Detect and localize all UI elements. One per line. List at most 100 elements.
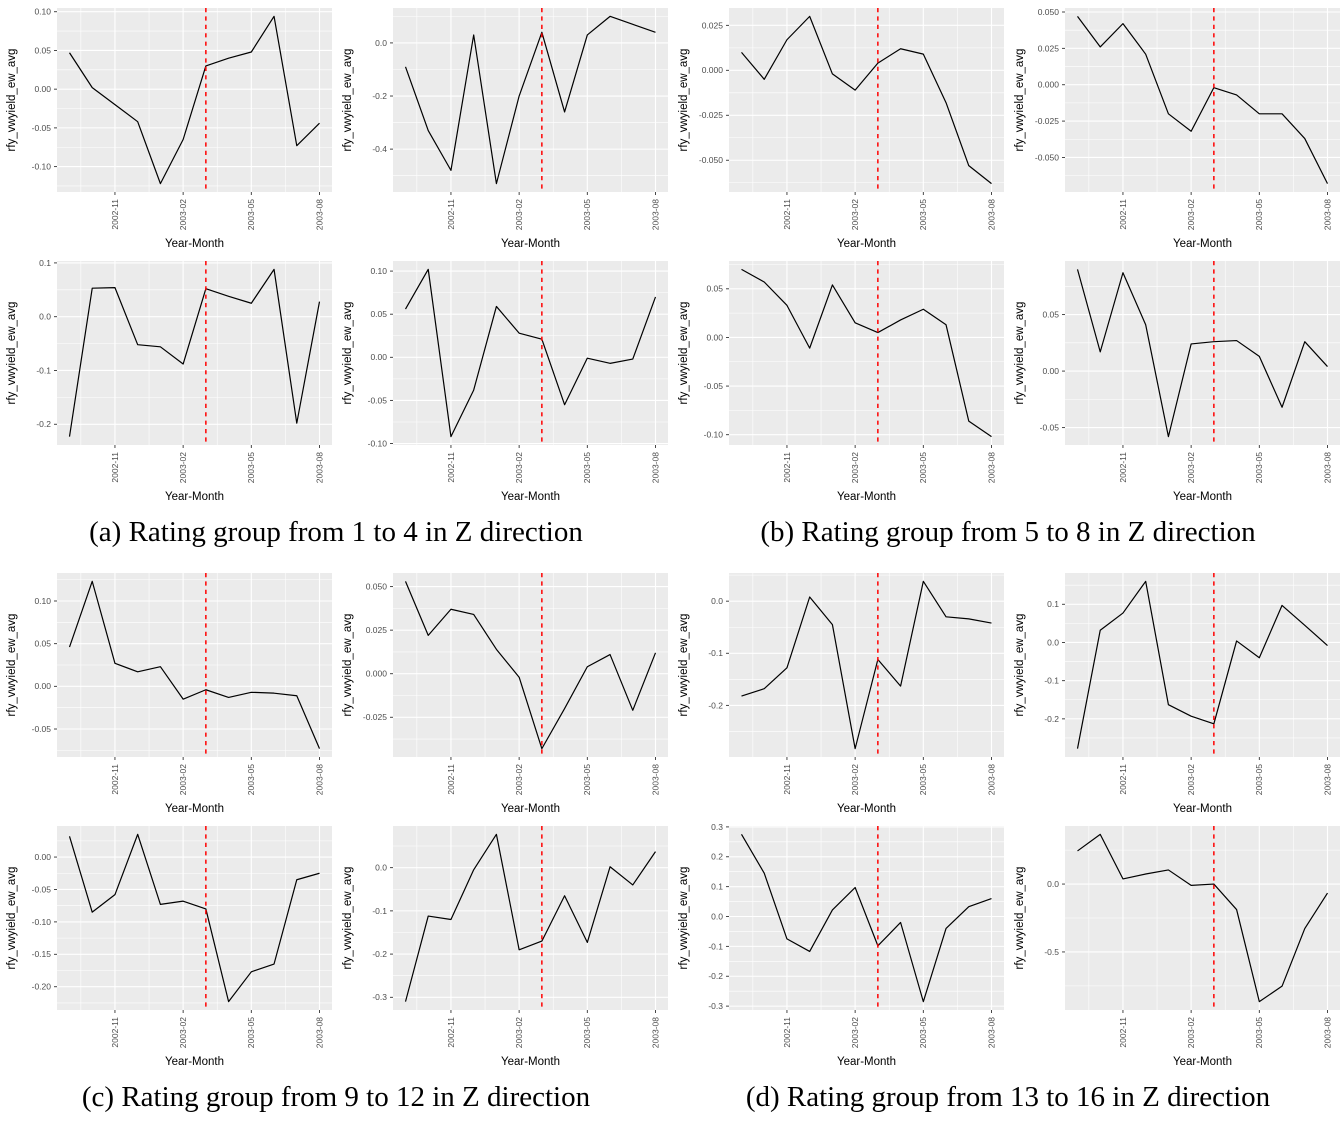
data-line	[1077, 16, 1329, 184]
x-axis-title: Year-Month	[501, 491, 560, 503]
y-tick-label: -0.1	[372, 906, 387, 916]
y-tick-label: -0.10	[32, 162, 52, 172]
y-tick-label: -0.15	[32, 949, 52, 959]
x-tick-label: 2003-05	[246, 199, 256, 230]
y-tick-label: -0.05	[32, 724, 52, 734]
x-tick-label: 2003-02	[1186, 199, 1196, 230]
y-tick-label: -0.1	[36, 365, 51, 375]
x-tick-label: 2003-08	[1322, 1017, 1332, 1048]
y-axis-title: rfy_vwyield_ew_avg	[6, 614, 18, 717]
y-tick-label: -0.05	[704, 381, 724, 391]
x-tick-label: 2003-02	[850, 199, 860, 230]
x-tick-label: 2003-02	[850, 452, 860, 483]
x-tick-label: 2002-11	[110, 199, 120, 230]
plot-area	[729, 261, 1004, 445]
caption-c: (c) Rating group from 9 to 12 in Z direc…	[81, 1081, 591, 1113]
data-line	[404, 15, 656, 185]
data-line	[1076, 580, 1328, 749]
data-line	[741, 15, 992, 185]
y-tick-label: -0.2	[708, 971, 723, 981]
panel-b: 0.025 0.000 -0.025 -0.050 2002-11 2003-02 2003…	[672, 0, 1344, 565]
x-tick-label: 2003-05	[582, 452, 592, 483]
x-tick-label: 2003-08	[986, 764, 996, 795]
x-axis-title: Year-Month	[165, 803, 224, 815]
x-tick-label: 2002-11	[1118, 1017, 1128, 1048]
x-tick-label: 2002-11	[446, 452, 456, 483]
y-tick-label: -0.3	[372, 992, 387, 1002]
x-axis-title: Year-Month	[1173, 238, 1232, 250]
x-tick-label: 2003-05	[246, 1017, 256, 1048]
y-tick-label: -0.1	[708, 941, 723, 951]
y-tick-label: -0.05	[1040, 422, 1060, 432]
y-tick-label: -0.1	[708, 648, 723, 658]
x-axis-title: Year-Month	[837, 803, 896, 815]
x-tick-label: 2003-08	[650, 199, 660, 230]
x-tick-label: 2003-08	[1322, 764, 1332, 795]
x-axis-title: Year-Month	[501, 1056, 560, 1068]
x-tick-label: 2003-02	[514, 199, 524, 230]
y-tick-label: 0.00	[1042, 366, 1059, 376]
x-axis-title: Year-Month	[501, 803, 560, 815]
x-tick-label: 2003-05	[1254, 1017, 1264, 1048]
plot-area	[393, 8, 668, 192]
y-tick-label: -0.05	[32, 123, 52, 133]
y-tick-label: -0.025	[363, 712, 387, 722]
figure-row-bottom: 0.10 0.05 0.00 -0.05 2002-11 2003-02 2003-05 20…	[0, 565, 1344, 1130]
x-tick-label: 2002-11	[446, 1017, 456, 1048]
y-tick-label: 0.0	[711, 911, 723, 921]
y-tick-label: 0.00	[370, 352, 387, 362]
x-tick-label: 2003-08	[314, 199, 324, 230]
data-line	[740, 834, 992, 1003]
y-axis-title: rfy_vwyield_ew_avg	[342, 614, 354, 717]
data-line	[1076, 269, 1328, 438]
y-tick-label: 0.05	[706, 284, 723, 294]
x-tick-label: 2002-11	[1118, 199, 1128, 230]
chart-rating-9: 0.10 0.05 0.00 -0.05 2002-11 2003-02 2003-05 20…	[6, 573, 332, 815]
caption-a: (a) Rating group from 1 to 4 in Z direct…	[89, 516, 583, 548]
y-tick-label: -0.10	[32, 917, 52, 927]
y-tick-label: 0.1	[711, 882, 723, 892]
data-line	[68, 15, 320, 185]
x-tick-label: 2003-05	[918, 452, 928, 483]
chart-rating-14: 0.1 0.0 -0.1 -0.2 2002-11 2003-02 2003-05 2003-…	[1014, 573, 1340, 815]
y-tick-label: 0.05	[34, 639, 51, 649]
x-axis-title: Year-Month	[837, 1056, 896, 1068]
x-tick-label: 2003-08	[314, 764, 324, 795]
y-tick-label: 0.025	[366, 625, 388, 635]
x-tick-label: 2003-08	[986, 1017, 996, 1048]
x-tick-label: 2002-11	[782, 199, 792, 230]
y-tick-label: 0.1	[1047, 599, 1059, 609]
plot-area	[729, 8, 1004, 192]
x-tick-label: 2002-11	[1118, 764, 1128, 795]
y-tick-label: -0.10	[704, 430, 724, 440]
plot-area	[1065, 8, 1340, 192]
y-tick-label: 0.025	[1038, 43, 1060, 53]
subplot-grid-c: 0.10 0.05 0.00 -0.05 2002-11 2003-02 2003-05 20…	[0, 565, 672, 1071]
y-tick-label: 0.00	[34, 84, 51, 94]
x-tick-label: 2003-08	[314, 452, 324, 483]
x-tick-label: 2003-02	[514, 764, 524, 795]
x-tick-label: 2003-08	[650, 1017, 660, 1048]
data-line	[68, 268, 321, 437]
y-tick-label: 0.0	[711, 596, 723, 606]
y-axis-title: rfy_vwyield_ew_avg	[6, 49, 18, 152]
x-tick-label: 2003-02	[1186, 1017, 1196, 1048]
y-tick-label: 0.05	[1042, 309, 1059, 319]
x-tick-label: 2002-11	[782, 452, 792, 483]
x-axis-title: Year-Month	[165, 491, 224, 503]
y-tick-label: 0.050	[366, 581, 388, 591]
x-axis-title: Year-Month	[165, 238, 224, 250]
x-tick-label: 2003-02	[850, 1017, 860, 1048]
x-tick-label: 2002-11	[446, 199, 456, 230]
x-axis-title: Year-Month	[165, 1056, 224, 1068]
y-tick-label: 0.0	[375, 38, 387, 48]
x-axis-title: Year-Month	[1173, 491, 1232, 503]
y-tick-label: -0.05	[368, 395, 388, 405]
x-tick-label: 2003-02	[178, 764, 188, 795]
chart-rating-15: 0.3 0.2 0.1 0.0 -0.1 -0.2 -0.3 2002-11 2003-02 20…	[678, 822, 1004, 1068]
x-tick-label: 2003-08	[650, 764, 660, 795]
y-tick-label: 0.0	[375, 863, 387, 873]
y-axis-title: rfy_vwyield_ew_avg	[678, 302, 690, 405]
y-tick-label: -0.4	[372, 144, 387, 154]
x-tick-label: 2003-02	[514, 1017, 524, 1048]
